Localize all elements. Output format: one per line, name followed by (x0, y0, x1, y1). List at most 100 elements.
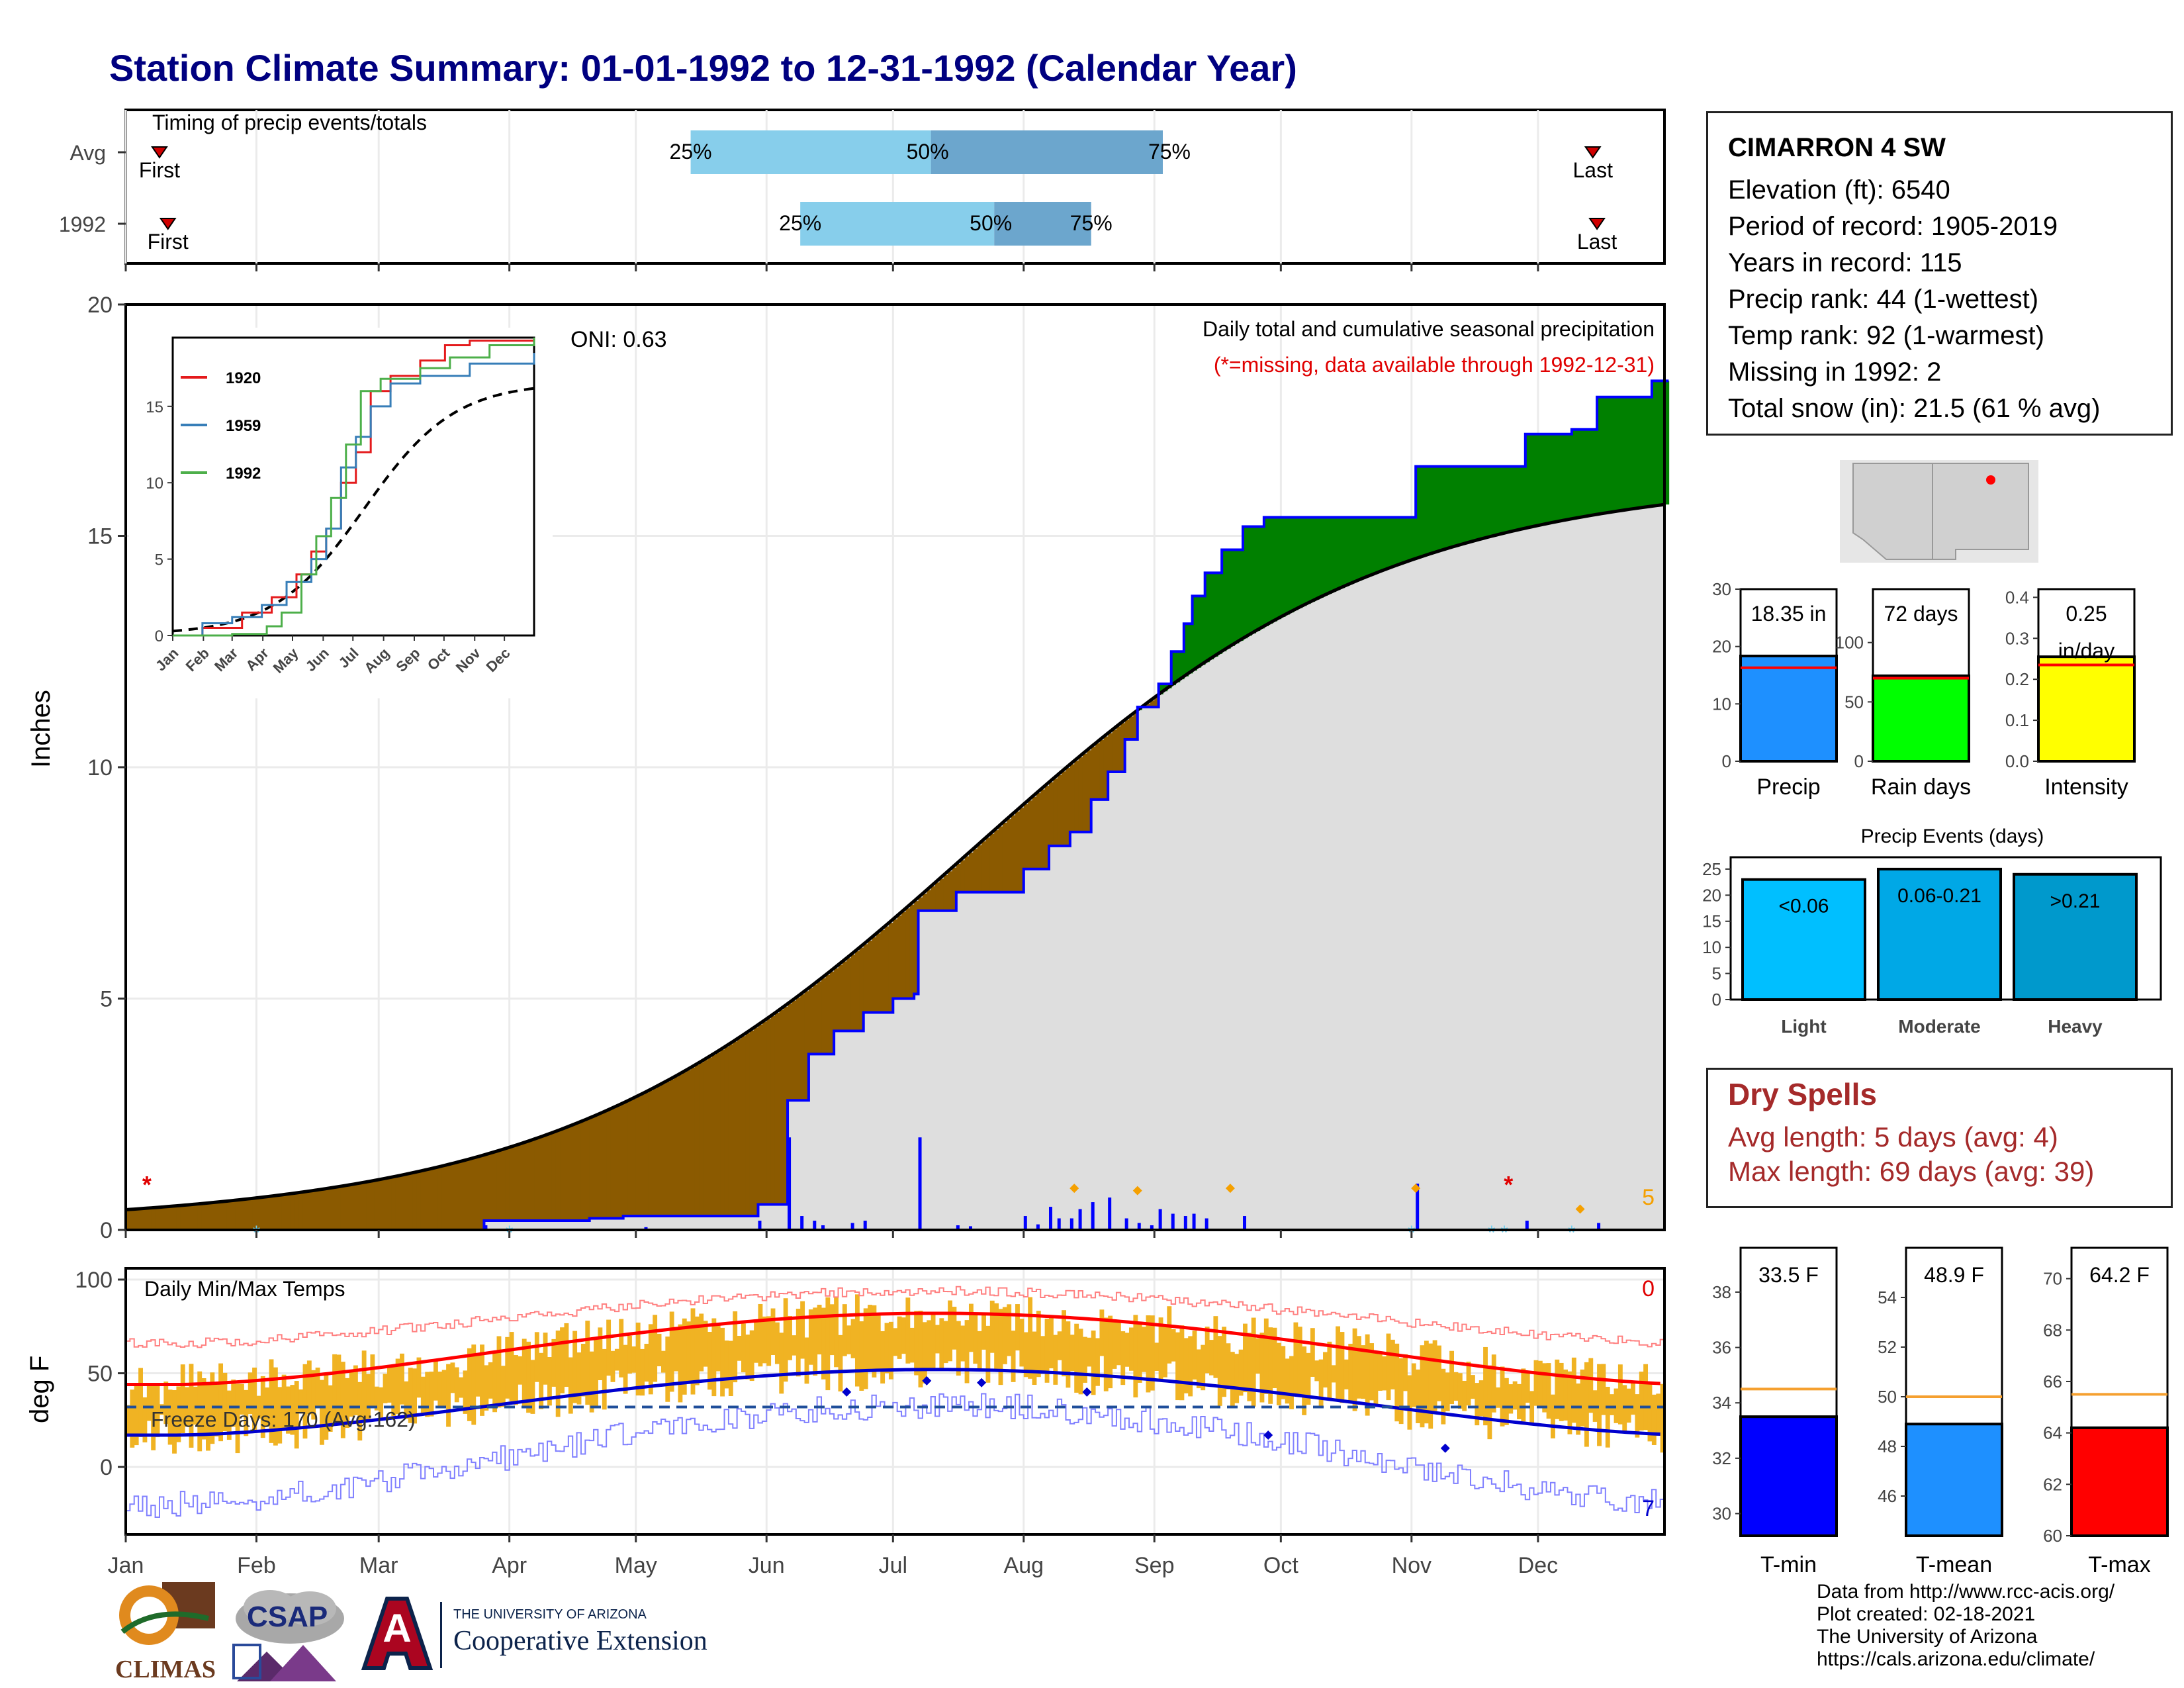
temp-bar-tick: 30 (1712, 1504, 1731, 1524)
surplus-slice (1289, 517, 1295, 613)
daily-temp-bar (1142, 1327, 1147, 1372)
daily-temp-bar (939, 1318, 944, 1370)
daily-temp-bar (960, 1325, 966, 1362)
daily-temp-bar (361, 1350, 367, 1421)
daily-temp-bar (437, 1372, 443, 1406)
deficit-slice (914, 901, 919, 994)
daily-temp-bar (1053, 1335, 1058, 1385)
surplus-slice (1297, 517, 1302, 608)
deficit-slice (829, 971, 835, 1055)
daily-temp-bar (580, 1343, 586, 1397)
daily-temp-bar (956, 1321, 961, 1376)
daily-temp-bar (1631, 1382, 1635, 1415)
mini-bar-tick: 20 (1712, 637, 1731, 657)
precip-subtitle: Daily total and cumulative seasonal prec… (1203, 317, 1655, 341)
daily-precip-bar (484, 1225, 488, 1230)
deficit-slice (868, 940, 873, 1013)
deficit-slice (854, 951, 860, 1031)
summary-bars: 0 10 20 30 18.35 in Precip 0 50 100 72 days Rain d… (1712, 583, 2136, 800)
daily-temp-bar (1234, 1354, 1240, 1403)
deficit-slice (741, 1036, 747, 1217)
deficit-slice (989, 833, 995, 892)
daily-temp-bar (1537, 1360, 1543, 1408)
surplus-slice (1457, 466, 1463, 545)
events-range-label: <0.06 (1779, 896, 1829, 917)
normal-area (126, 504, 1664, 1230)
daily-temp-bar (943, 1321, 948, 1364)
temp-bar-tick: 48 (1878, 1436, 1897, 1456)
y-tick-label: 0 (100, 1455, 113, 1480)
deficit-slice (901, 912, 907, 999)
surplus-slice (1255, 526, 1261, 632)
daily-temp-bar (1007, 1304, 1012, 1356)
x-month-label: Jul (879, 1553, 907, 1578)
daily-temp-bar (336, 1354, 341, 1425)
surplus-slice (1343, 517, 1349, 586)
deficit-slice (1103, 736, 1109, 800)
surplus-slice (1403, 517, 1408, 563)
deficit-slice (720, 1049, 725, 1217)
deficit-slice (311, 1190, 316, 1230)
daily-temp-bar (1580, 1369, 1585, 1427)
daily-temp-bar (126, 1405, 130, 1434)
deficit-slice (817, 981, 822, 1055)
deficit-slice (328, 1188, 333, 1230)
daily-temp-bar (492, 1352, 498, 1413)
daily-temp-bar (1175, 1332, 1180, 1401)
deficit-slice (800, 994, 805, 1101)
daily-temp-bar (1424, 1340, 1429, 1424)
mini-bar-label: Intensity (2044, 774, 2128, 800)
daily-temp-bar (459, 1377, 464, 1398)
deficit-slice (172, 1206, 177, 1230)
daily-temp-bar (357, 1382, 363, 1441)
deficit-slice (450, 1164, 455, 1230)
station-line: Total snow (in): 21.5 (61 % avg) (1728, 394, 2101, 423)
mini-bar-tick: 0.0 (2005, 751, 2029, 771)
deficit-slice (404, 1174, 409, 1230)
surplus-slice (1525, 434, 1530, 528)
surplus-slice (1230, 549, 1236, 646)
deficit-slice (185, 1205, 190, 1230)
daily-temp-bar (1302, 1346, 1307, 1415)
inset-y-tick: 15 (146, 399, 163, 416)
daily-temp-bar (1314, 1360, 1320, 1382)
surplus-slice (1500, 466, 1505, 534)
daily-temp-bar (1120, 1331, 1126, 1385)
temp-bar-tick: 54 (1878, 1288, 1897, 1307)
trace-marker: * (1568, 1222, 1576, 1244)
surplus-slice (1445, 466, 1450, 549)
surplus-slice (1584, 429, 1590, 517)
daily-temp-bar (905, 1297, 911, 1364)
daily-temp-bar (829, 1304, 835, 1356)
deficit-slice (475, 1157, 480, 1230)
deficit-slice (526, 1141, 531, 1221)
deficit-slice (130, 1209, 135, 1230)
station-info-box: CIMARRON 4 SW Elevation (ft): 6540 Perio… (1706, 111, 2173, 436)
daily-temp-bar (151, 1383, 156, 1450)
daily-temp-bar (1310, 1328, 1315, 1377)
deficit-slice (985, 837, 991, 892)
temp-y-label: deg F (25, 1355, 54, 1423)
daily-temp-bar (804, 1337, 809, 1384)
events-tick: 20 (1702, 885, 1721, 905)
daily-temp-bar (484, 1365, 489, 1411)
daily-temp-bar (994, 1303, 999, 1370)
surplus-slice (1475, 466, 1480, 541)
daily-temp-bar (707, 1332, 712, 1390)
daily-temp-bar (1343, 1359, 1349, 1389)
deficit-slice (226, 1201, 232, 1230)
daily-temp-bar (749, 1330, 754, 1382)
deficit-slice (374, 1180, 379, 1230)
surplus-slice (1428, 466, 1433, 555)
deficit-slice (846, 958, 852, 1031)
daily-temp-bar (779, 1333, 784, 1394)
daily-temp-bar (1099, 1309, 1105, 1356)
surplus-slice (1386, 517, 1391, 569)
daily-precip-bar (1158, 1209, 1162, 1230)
daily-temp-bar (1525, 1372, 1530, 1403)
daily-temp-bar (1508, 1384, 1514, 1414)
x-month-label: Nov (1392, 1553, 1432, 1578)
daily-temp-bar (404, 1381, 409, 1419)
surplus-slice (1424, 466, 1430, 556)
